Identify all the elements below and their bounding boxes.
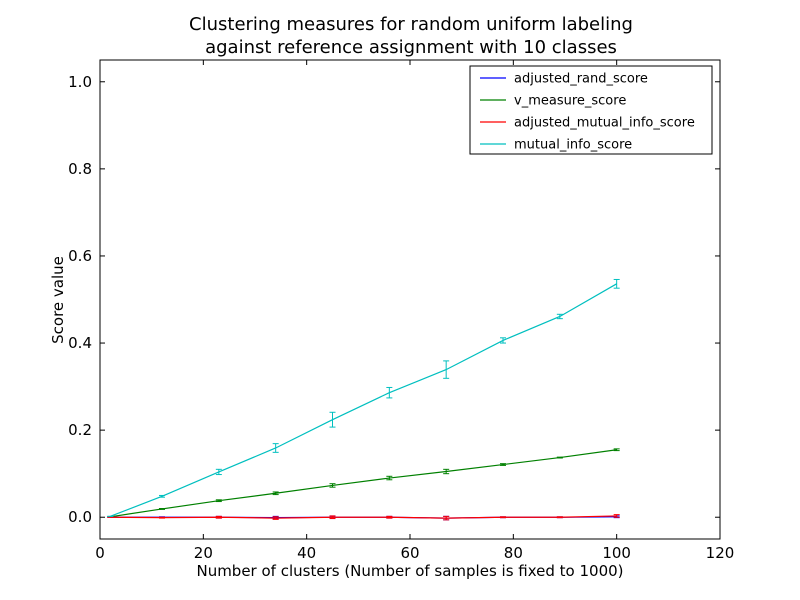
x-tick-label: 40	[297, 544, 316, 562]
series-line-3	[110, 283, 617, 517]
x-tick-label: 0	[95, 544, 105, 562]
x-tick-label: 80	[504, 544, 523, 562]
error-bar	[613, 278, 620, 289]
error-bar	[443, 468, 450, 475]
x-tick-label: 20	[194, 544, 213, 562]
error-bar	[329, 411, 336, 428]
error-bar	[386, 386, 393, 399]
chart-subtitle: against reference assignment with 10 cla…	[205, 37, 617, 58]
error-bar	[272, 491, 279, 496]
error-bar	[613, 448, 620, 452]
ticks-layer: 0 20 40 60 80 100 120 0.0 0.2 0.4 0.6 0.8 1.0	[68, 60, 734, 562]
x-tick-label: 120	[706, 544, 735, 562]
error-bar	[386, 475, 393, 481]
series-layer	[107, 278, 620, 521]
y-tick-label: 0.4	[68, 334, 92, 352]
x-axis-label: Number of clusters (Number of samples is…	[196, 562, 623, 580]
error-bar	[613, 514, 620, 518]
error-bar	[215, 515, 222, 519]
error-bar	[500, 463, 506, 466]
series-line-1	[110, 449, 617, 518]
legend-label: adjusted_mutual_info_score	[514, 116, 695, 131]
error-bar	[500, 337, 506, 344]
error-bar	[443, 360, 450, 379]
error-bar	[159, 508, 165, 510]
legend-entry: adjusted_mutual_info_score	[480, 116, 695, 131]
legend-entry: adjusted_rand_score	[480, 72, 648, 87]
error-bar	[215, 499, 222, 503]
legend-label: v_measure_score	[514, 94, 626, 109]
error-bar	[500, 516, 506, 519]
error-bar	[443, 515, 450, 521]
error-bar	[329, 483, 336, 488]
legend-label: adjusted_rand_score	[514, 72, 648, 87]
error-bar	[556, 456, 563, 459]
error-bar	[272, 516, 279, 520]
error-bar	[386, 515, 393, 519]
error-bar	[159, 494, 165, 498]
error-bar	[556, 516, 563, 519]
error-bar	[272, 443, 279, 453]
series-line-2	[110, 515, 617, 519]
x-tick-label: 60	[400, 544, 419, 562]
y-axis-label: Score value	[49, 256, 67, 344]
y-tick-label: 0.8	[68, 160, 92, 178]
error-bar	[556, 313, 563, 320]
legend-label: mutual_info_score	[514, 138, 632, 153]
legend: adjusted_rand_score v_measure_scoreadjust…	[469, 65, 713, 155]
chart-title: Clustering measures for random uniform l…	[189, 14, 633, 35]
error-bar	[329, 515, 336, 520]
y-tick-label: 1.0	[68, 73, 92, 91]
y-tick-label: 0.6	[68, 247, 92, 265]
legend-box	[469, 65, 713, 155]
error-bar	[215, 468, 222, 476]
y-tick-label: 0.0	[68, 508, 92, 526]
error-bar	[159, 516, 165, 519]
legend-entry: v_measure_score	[480, 94, 626, 109]
y-tick-label: 0.2	[68, 421, 92, 439]
x-tick-label: 100	[602, 544, 631, 562]
legend-entry: mutual_info_score	[480, 138, 632, 153]
